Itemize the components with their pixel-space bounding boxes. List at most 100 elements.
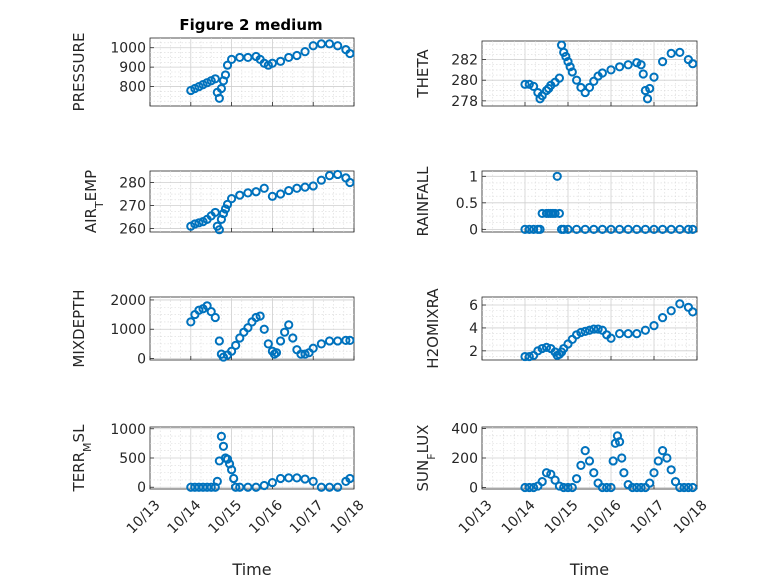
data-point [554, 481, 565, 491]
data-point [589, 468, 599, 478]
data-point [580, 326, 590, 336]
data-point [292, 50, 302, 61]
data-point [263, 339, 273, 349]
y-axis-label: PRESSURE [70, 33, 88, 112]
plot-area [149, 170, 355, 233]
y-tick-label: 270 [119, 199, 146, 215]
data-point [324, 171, 335, 181]
data-point [550, 208, 560, 219]
data-point [210, 312, 220, 323]
y-axis-label: SUNFLUX [414, 425, 438, 492]
data-point [284, 52, 294, 63]
data-point [632, 482, 642, 493]
data-point [275, 336, 286, 346]
x-axis-label: Time [569, 560, 609, 579]
data-point [308, 476, 318, 486]
data-point [683, 224, 694, 234]
data-point [231, 340, 241, 350]
data-point [675, 224, 685, 234]
data-point [284, 320, 294, 330]
data-point [259, 480, 269, 491]
y-tick-label: 1000 [110, 422, 146, 438]
y-tick-label: 6 [469, 298, 478, 314]
data-point [216, 431, 226, 441]
data-point [243, 52, 253, 63]
data-point [615, 224, 625, 234]
data-point [292, 473, 302, 483]
subplot-terr_msl: 0 500 1000 10/13 10/14 10/15 10/16 10/17 10/18 Ti… [70, 422, 368, 579]
data-point [214, 93, 224, 103]
subplot-air_temp: 260 270 280 AIRTEMP [82, 170, 355, 238]
y-tick-label: 0 [137, 480, 146, 496]
data-point [275, 189, 286, 199]
data-point [220, 70, 231, 80]
data-point [554, 73, 565, 83]
data-point [324, 39, 335, 49]
data-point [520, 224, 530, 234]
data-point [632, 329, 642, 339]
subplot-pressure: 800 900 1000 PRESSURE [70, 33, 355, 112]
data-point [235, 333, 245, 343]
y-tick-label: 0 [137, 352, 146, 368]
data-point [666, 306, 676, 316]
data-point [194, 218, 204, 228]
data-point [333, 41, 343, 51]
data-point [267, 58, 277, 68]
y-tick-label: 500 [119, 451, 146, 467]
data-point [649, 224, 659, 234]
data-point [271, 348, 282, 358]
data-point [658, 446, 668, 456]
data-point [296, 349, 306, 359]
data-point [259, 183, 269, 193]
data-point [658, 313, 668, 323]
data-point [636, 482, 646, 493]
plot-area [481, 170, 698, 233]
data-point [679, 482, 689, 493]
subplot-mixdepth: 0 1000 2000 MIXDEPTH [70, 289, 355, 368]
x-tick-label: 10/13 [456, 497, 496, 537]
data-point [235, 190, 245, 200]
x-tick-label: 10/15 [542, 497, 582, 537]
y-axis-label: THETA [414, 49, 432, 99]
data-point [597, 68, 608, 78]
y-tick-label: 278 [451, 94, 478, 110]
data-point [561, 51, 571, 62]
x-tick-label: 10/16 [246, 497, 286, 537]
x-tick-label: 10/13 [124, 497, 164, 537]
data-point [345, 473, 355, 484]
data-point [649, 468, 659, 478]
data-point [636, 60, 646, 70]
y-tick-label: 2 [469, 344, 478, 360]
data-point [529, 482, 539, 493]
x-tick-label: 10/17 [628, 497, 668, 537]
data-point [589, 324, 599, 334]
y-tick-label: 200 [451, 451, 478, 467]
data-point [259, 324, 269, 334]
subplot-theta: 278 280 282 THETA [414, 40, 698, 110]
data-point [649, 72, 659, 82]
data-point [617, 453, 627, 463]
data-point [632, 224, 642, 234]
data-point [606, 482, 616, 493]
data-point [623, 224, 633, 234]
data-point [567, 482, 577, 493]
data-point [623, 329, 633, 339]
data-point [666, 48, 676, 58]
data-point [666, 224, 676, 234]
data-point [520, 351, 530, 362]
data-point [550, 475, 560, 485]
data-point [267, 191, 277, 201]
data-point [658, 57, 668, 67]
data-point [308, 343, 318, 353]
data-point [541, 342, 552, 352]
data-point [194, 305, 204, 315]
data-point [645, 478, 655, 488]
y-tick-label: 0 [469, 481, 478, 497]
data-point [316, 339, 326, 349]
data-point [563, 482, 573, 493]
figure-title: Figure 2 medium [179, 16, 322, 34]
data-point [202, 301, 212, 311]
data-point [210, 207, 220, 218]
data-point [565, 62, 575, 72]
